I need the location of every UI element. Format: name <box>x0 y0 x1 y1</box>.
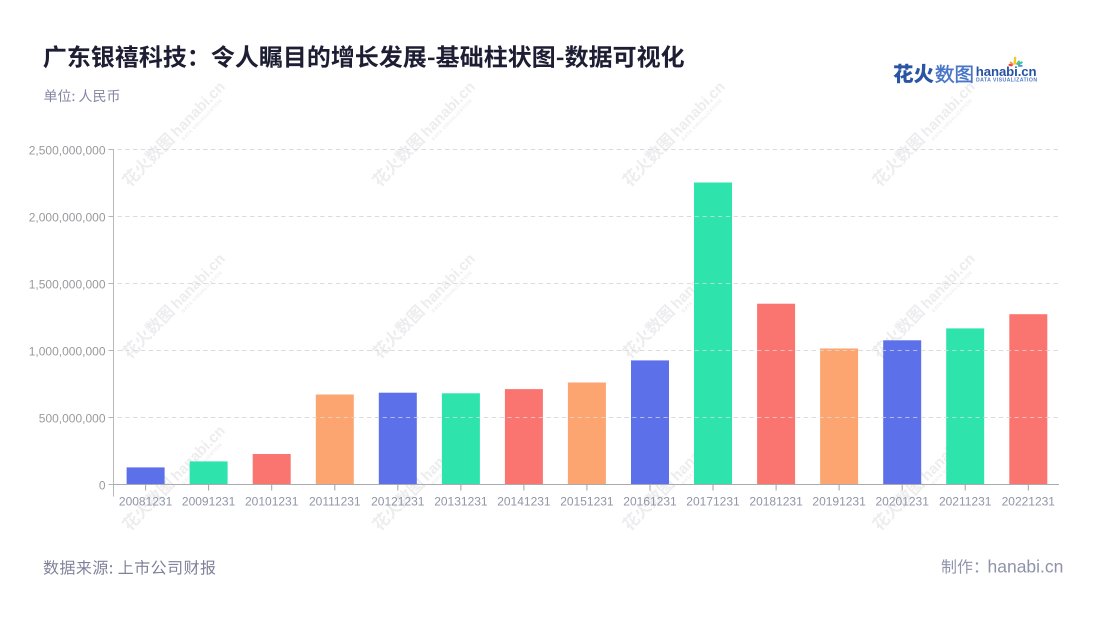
svg-text:hanabi.cn: hanabi.cn <box>988 557 1064 577</box>
svg-text:20081231: 20081231 <box>119 495 173 509</box>
svg-text:20121231: 20121231 <box>371 495 425 509</box>
svg-text:1,500,000,000: 1,500,000,000 <box>29 278 106 292</box>
svg-text:20141231: 20141231 <box>497 495 551 509</box>
svg-text:20131231: 20131231 <box>434 495 488 509</box>
svg-text:20181231: 20181231 <box>749 495 803 509</box>
svg-text:20091231: 20091231 <box>182 495 236 509</box>
svg-text:20101231: 20101231 <box>245 495 299 509</box>
svg-text:1,000,000,000: 1,000,000,000 <box>29 345 106 359</box>
svg-text:20151231: 20151231 <box>560 495 614 509</box>
svg-text:20221231: 20221231 <box>1002 495 1056 509</box>
svg-text:20191231: 20191231 <box>812 495 866 509</box>
svg-text:20211231: 20211231 <box>939 495 992 509</box>
svg-text:20161231: 20161231 <box>623 495 677 509</box>
svg-text:20171231: 20171231 <box>686 495 740 509</box>
svg-text:20201231: 20201231 <box>876 495 930 509</box>
svg-text:20111231: 20111231 <box>309 495 361 509</box>
svg-text:2,500,000,000: 2,500,000,000 <box>29 144 106 158</box>
svg-text:2,000,000,000: 2,000,000,000 <box>29 211 106 225</box>
svg-text:DATA VISUALIZATION: DATA VISUALIZATION <box>976 78 1037 84</box>
svg-text:0: 0 <box>99 479 106 493</box>
svg-text:500,000,000: 500,000,000 <box>39 412 106 426</box>
